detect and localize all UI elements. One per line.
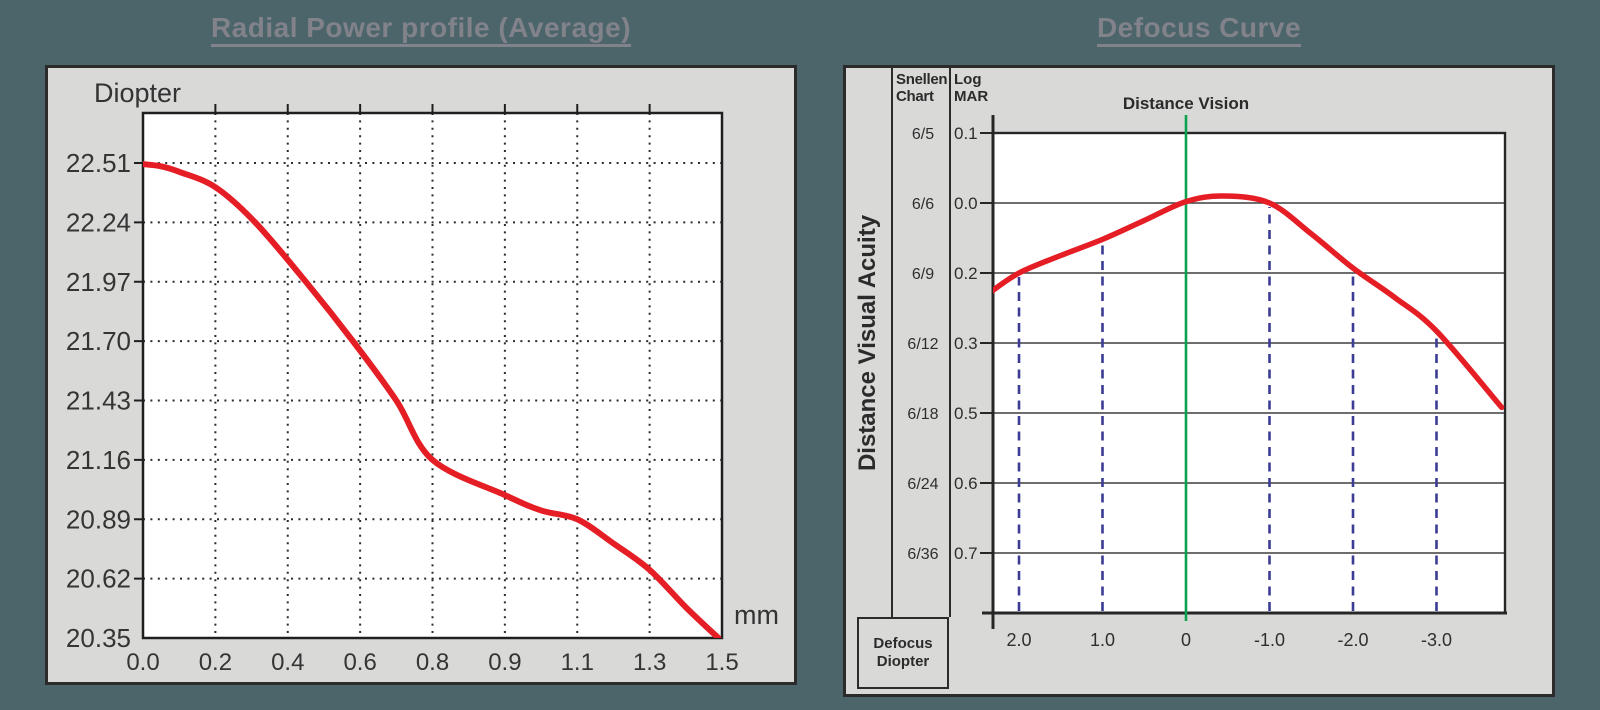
radial-power-title: Radial Power profile (Average)	[45, 12, 797, 47]
svg-text:0.6: 0.6	[954, 474, 978, 493]
snellen-chart-header: Snellen Chart	[896, 71, 948, 106]
svg-text:21.16: 21.16	[66, 445, 131, 475]
svg-text:-1.0: -1.0	[1254, 630, 1285, 650]
svg-text:6/36: 6/36	[907, 546, 938, 563]
svg-text:0.0: 0.0	[954, 194, 978, 213]
svg-text:22.24: 22.24	[66, 207, 131, 237]
distance-visual-acuity-label: Distance Visual Acuity	[854, 214, 882, 471]
column-divider-2	[949, 68, 951, 617]
svg-text:20.35: 20.35	[66, 623, 131, 653]
distance-vision-label: Distance Vision	[1122, 94, 1250, 113]
svg-text:0.1: 0.1	[954, 124, 978, 143]
defocus-curve-title: Defocus Curve	[843, 12, 1555, 47]
svg-text:21.70: 21.70	[66, 326, 131, 356]
y-axis-title-diopter: Diopter	[94, 78, 182, 108]
svg-text:6/9: 6/9	[912, 266, 934, 283]
svg-text:21.97: 21.97	[66, 267, 131, 297]
svg-text:-3.0: -3.0	[1421, 630, 1452, 650]
svg-text:21.43: 21.43	[66, 386, 131, 416]
svg-text:0: 0	[1181, 630, 1191, 650]
defocus-curve-chart: 6/5 6/6 6/9 6/12 6/18 6/24 6/36 0.1 0.0 0.2 0.3 0.5…	[907, 115, 1507, 650]
defocus-diopter-box: Defocus Diopter	[857, 617, 949, 689]
svg-text:6/12: 6/12	[907, 336, 938, 353]
defocus-curve-title-text: Defocus Curve	[1096, 12, 1302, 47]
svg-text:0.7: 0.7	[954, 544, 978, 563]
svg-text:0.2: 0.2	[954, 264, 978, 283]
radial-power-title-text: Radial Power profile (Average)	[210, 12, 632, 47]
svg-text:2.0: 2.0	[1006, 630, 1031, 650]
svg-text:-2.0: -2.0	[1337, 630, 1368, 650]
svg-text:22.51: 22.51	[66, 148, 131, 178]
svg-text:0.9: 0.9	[488, 649, 521, 676]
svg-text:0.4: 0.4	[271, 649, 304, 676]
svg-text:0.8: 0.8	[416, 649, 449, 676]
logmar-header: Log MAR	[954, 71, 989, 106]
svg-text:1.5: 1.5	[705, 649, 738, 676]
svg-text:0.5: 0.5	[954, 404, 978, 423]
svg-text:6/24: 6/24	[907, 476, 938, 493]
column-divider-1	[891, 68, 893, 617]
svg-text:20.89: 20.89	[66, 504, 131, 534]
svg-text:1.1: 1.1	[561, 649, 594, 676]
svg-text:6/6: 6/6	[912, 196, 934, 213]
svg-text:6/5: 6/5	[912, 126, 934, 143]
svg-text:1.3: 1.3	[633, 649, 666, 676]
svg-text:6/18: 6/18	[907, 406, 938, 423]
svg-text:0.0: 0.0	[126, 649, 159, 676]
svg-text:1.0: 1.0	[1090, 630, 1115, 650]
svg-text:0.6: 0.6	[343, 649, 376, 676]
svg-text:0.2: 0.2	[199, 649, 232, 676]
defocus-curve-panel: 6/5 6/6 6/9 6/12 6/18 6/24 6/36 0.1 0.0 0.2 0.3 0.5…	[843, 65, 1555, 697]
radial-power-panel: 22.51 22.24 21.97 21.70 21.43 21.16 20.89 20.62…	[45, 65, 797, 685]
x-axis-title-mm: mm	[734, 600, 779, 630]
radial-power-chart: 22.51 22.24 21.97 21.70 21.43 21.16 20.89 20.62…	[66, 104, 739, 676]
svg-text:20.62: 20.62	[66, 564, 131, 594]
defocus-diopter-label: Defocus Diopter	[873, 635, 933, 670]
svg-text:0.3: 0.3	[954, 334, 978, 353]
